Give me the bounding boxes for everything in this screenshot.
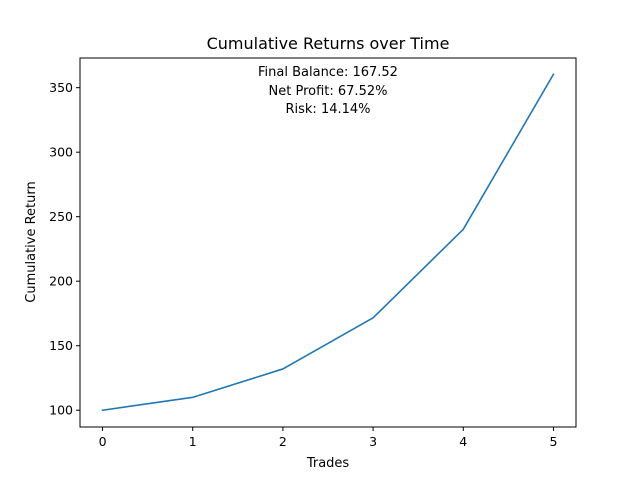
y-axis-label: Cumulative Return (24, 181, 39, 302)
x-tick-label: 3 (369, 434, 377, 449)
x-tick-label: 1 (189, 434, 197, 449)
series-line-0 (101, 73, 555, 412)
annotation-final-balance: Final Balance: 167.52 (258, 65, 398, 80)
x-tick-label: 4 (459, 434, 467, 449)
y-axis-ticks: 100 150 200 250 300 350 (49, 80, 80, 418)
series-layer (101, 73, 555, 412)
x-axis-ticks: 0 1 2 3 4 5 (99, 427, 557, 449)
annotation-risk: Risk: 14.14% (285, 102, 370, 117)
y-tick-label: 250 (49, 209, 73, 224)
y-tick-label: 150 (49, 338, 73, 353)
chart-title: Cumulative Returns over Time (207, 34, 450, 53)
y-tick-label: 100 (49, 403, 73, 418)
x-tick-label: 2 (279, 434, 287, 449)
annotation-net-profit: Net Profit: 67.52% (269, 84, 388, 99)
plot-frame (79, 57, 577, 428)
x-tick-label: 5 (549, 434, 557, 449)
x-axis-label: Trades (306, 456, 350, 471)
x-tick-label: 0 (99, 434, 107, 449)
y-tick-label: 300 (49, 145, 73, 160)
plot-background (80, 58, 576, 427)
y-tick-label: 200 (49, 274, 73, 289)
y-tick-label: 350 (49, 80, 73, 95)
